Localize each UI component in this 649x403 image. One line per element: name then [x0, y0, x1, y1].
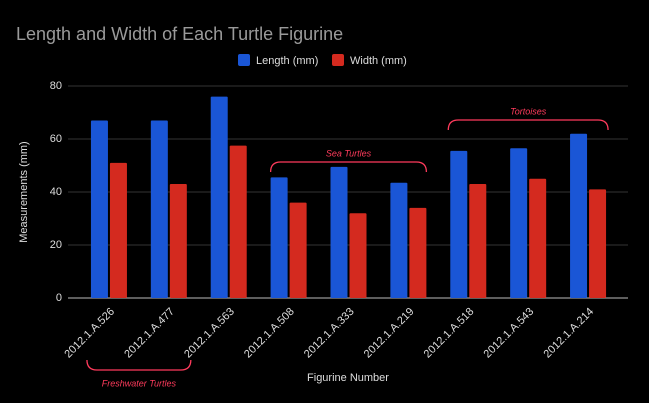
bar — [589, 189, 607, 298]
legend-label: Width (mm) — [350, 55, 407, 67]
y-tick-label: 80 — [50, 80, 62, 92]
bar — [169, 184, 187, 298]
y-tick-label: 20 — [50, 239, 62, 251]
annotation: Freshwater Turtles — [102, 378, 177, 388]
y-tick-label: 60 — [50, 133, 62, 145]
bar — [289, 202, 307, 298]
bar — [109, 162, 127, 298]
bar — [150, 120, 168, 298]
bar — [409, 207, 427, 298]
annotation: Tortoises — [510, 106, 547, 116]
y-tick-label: 40 — [50, 186, 62, 198]
bar — [450, 150, 468, 298]
bar — [90, 120, 108, 298]
legend-swatch — [332, 54, 344, 66]
x-axis-title: Figurine Number — [307, 372, 389, 384]
bar — [330, 166, 348, 298]
bar — [229, 145, 247, 298]
bar — [349, 213, 367, 298]
bar — [570, 133, 588, 298]
annotation: Sea Turtles — [326, 148, 372, 158]
bar — [270, 177, 288, 298]
chart-title: Length and Width of Each Turtle Figurine — [16, 24, 343, 44]
annotation-bracket — [269, 161, 428, 173]
bar — [510, 148, 528, 298]
bar — [210, 96, 228, 298]
bar — [390, 182, 408, 298]
bar — [529, 178, 547, 298]
legend-label: Length (mm) — [256, 55, 318, 67]
y-axis-title: Measurements (mm) — [18, 141, 30, 242]
bar — [469, 184, 487, 298]
annotation-bracket — [86, 359, 192, 371]
annotation-bracket — [447, 119, 609, 131]
legend-swatch — [238, 54, 250, 66]
y-tick-label: 0 — [56, 292, 62, 304]
